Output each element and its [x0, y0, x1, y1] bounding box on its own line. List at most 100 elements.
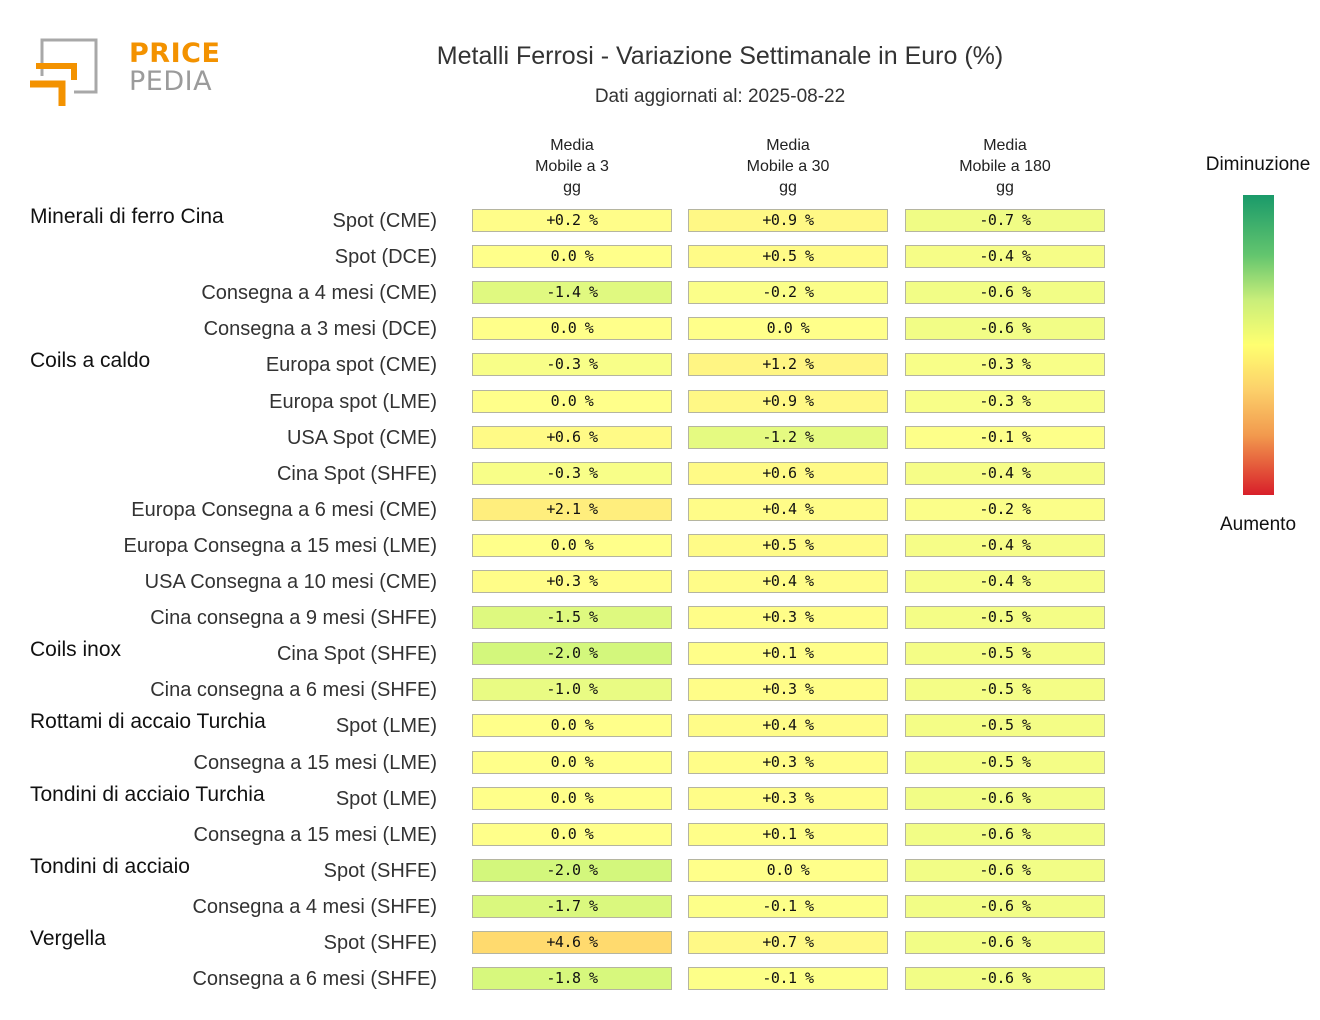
value-cell: -0.3 %: [472, 461, 672, 485]
group-label: Coils inox: [30, 638, 122, 662]
value-cell: +0.9 %: [688, 389, 888, 413]
value-cell: +0.5 %: [688, 533, 888, 557]
row-label: Cina Spot (SHFE): [276, 643, 437, 666]
row-label: Cina Spot (SHFE): [276, 462, 437, 485]
value-cell: -0.1 %: [688, 894, 888, 918]
value-cell: -0.2 %: [905, 497, 1105, 521]
logo-word-pedia: PEDIA: [129, 66, 213, 97]
value-cell: -0.6 %: [905, 967, 1105, 991]
value-cell: 0.0 %: [472, 317, 672, 341]
row-label: Spot (CME): [332, 210, 437, 232]
value-cell: -0.3 %: [905, 389, 1105, 413]
row-label: Spot (DCE): [334, 246, 437, 269]
value-cell: 0.0 %: [472, 750, 672, 774]
chart-title: Metalli Ferrosi - Variazione Settimanale…: [436, 42, 1004, 70]
value-cell: +4.6 %: [472, 931, 672, 954]
group-label: Vergella: [30, 927, 106, 950]
value-cell: +0.6 %: [688, 461, 888, 485]
value-cell: -0.5 %: [905, 642, 1105, 666]
value-cell: -0.6 %: [905, 822, 1105, 846]
legend-color-bar: [1243, 195, 1274, 495]
group-label: Coils a caldo: [30, 349, 151, 373]
row-label: Spot (LME): [335, 715, 437, 738]
value-cell: 0.0 %: [472, 786, 672, 810]
legend-label-bottom: Aumento: [1219, 514, 1297, 535]
value-cell: -0.6 %: [905, 931, 1105, 954]
value-cell: +0.2 %: [472, 209, 672, 232]
value-cell: -0.4 %: [905, 245, 1105, 269]
row-label: Cina consegna a 6 mesi (SHFE): [150, 679, 437, 702]
value-cell: -0.3 %: [472, 353, 672, 377]
value-cell: +0.3 %: [688, 750, 888, 774]
value-cell: -1.7 %: [472, 894, 672, 918]
value-cell: -0.5 %: [905, 678, 1105, 702]
chart-subtitle: Dati aggiornati al: 2025-08-22: [594, 86, 846, 107]
value-cell: -1.4 %: [472, 281, 672, 305]
value-cell: +0.1 %: [688, 642, 888, 666]
row-label: Consegna a 4 mesi (CME): [201, 282, 437, 305]
value-cell: 0.0 %: [472, 245, 672, 269]
value-cell: -0.5 %: [905, 750, 1105, 774]
pricepedia-logo: PRICE PEDIA: [28, 36, 220, 110]
value-cell: 0.0 %: [472, 822, 672, 846]
value-cell: 0.0 %: [688, 317, 888, 341]
value-cell: 0.0 %: [472, 389, 672, 413]
row-label: Consegna a 6 mesi (SHFE): [192, 968, 437, 991]
value-cell: -1.8 %: [472, 967, 672, 991]
logo-word-price: PRICE: [129, 38, 221, 69]
row-label: USA Spot (CME): [286, 426, 437, 449]
group-label: Tondini di acciaio: [30, 854, 190, 878]
value-cell: +0.5 %: [688, 245, 888, 269]
row-label: Europa spot (CME): [265, 354, 437, 377]
column-header: Media Mobile a 180 gg: [959, 137, 1051, 196]
value-cell: -0.1 %: [905, 425, 1105, 449]
row-label: Spot (LME): [335, 787, 437, 810]
value-cell: -1.5 %: [472, 606, 672, 630]
value-cell: +2.1 %: [472, 497, 672, 521]
value-cell: -0.6 %: [905, 317, 1105, 341]
value-cell: -0.2 %: [688, 281, 888, 305]
value-cell: -0.1 %: [688, 967, 888, 991]
value-cell: -0.4 %: [905, 570, 1105, 593]
column-header: Media Mobile a 30 gg: [746, 137, 830, 196]
legend-label-top: Diminuzione: [1205, 154, 1311, 175]
column-header: Media Mobile a 3 gg: [535, 137, 609, 196]
value-cell: -2.0 %: [472, 642, 672, 666]
row-label: Cina consegna a 9 mesi (SHFE): [150, 607, 437, 630]
group-label: Tondini di acciaio Turchia: [30, 782, 265, 806]
row-label: USA Consegna a 10 mesi (CME): [144, 571, 437, 593]
value-cell: -0.3 %: [905, 353, 1105, 377]
group-label: Minerali di ferro Cina: [30, 205, 224, 228]
value-cell: -0.6 %: [905, 786, 1105, 810]
group-label: Rottami di accaio Turchia: [30, 710, 266, 734]
value-cell: +0.7 %: [688, 931, 888, 954]
row-label: Consegna a 15 mesi (LME): [193, 751, 437, 774]
row-label: Europa spot (LME): [269, 390, 437, 413]
row-label: Europa Consegna a 15 mesi (LME): [123, 534, 438, 557]
value-cell: 0.0 %: [472, 533, 672, 557]
value-cell: -2.0 %: [472, 858, 672, 882]
row-label: Consegna a 4 mesi (SHFE): [192, 895, 437, 918]
value-cell: -0.6 %: [905, 281, 1105, 305]
value-cell: +1.2 %: [688, 353, 888, 377]
value-cell: +0.3 %: [688, 678, 888, 702]
value-cell: +0.6 %: [472, 425, 672, 449]
value-cell: +0.3 %: [688, 606, 888, 630]
row-label: Spot (SHFE): [323, 859, 437, 882]
logo-mark-icon: [30, 38, 98, 106]
value-cell: -0.4 %: [905, 461, 1105, 485]
value-cell: +0.9 %: [688, 209, 888, 232]
value-cell: -0.7 %: [905, 209, 1105, 232]
value-cell: +0.4 %: [688, 497, 888, 521]
value-cell: -0.5 %: [905, 606, 1105, 630]
value-cell: +0.4 %: [688, 714, 888, 738]
value-cell: 0.0 %: [472, 714, 672, 738]
value-cell: -1.0 %: [472, 678, 672, 702]
row-label: Consegna a 3 mesi (DCE): [203, 318, 437, 341]
value-cell: -1.2 %: [688, 425, 888, 449]
value-cell: -0.6 %: [905, 894, 1105, 918]
value-cell: +0.3 %: [688, 786, 888, 810]
value-cell: -0.6 %: [905, 858, 1105, 882]
value-cell: +0.1 %: [688, 822, 888, 846]
value-cell: +0.4 %: [688, 570, 888, 593]
